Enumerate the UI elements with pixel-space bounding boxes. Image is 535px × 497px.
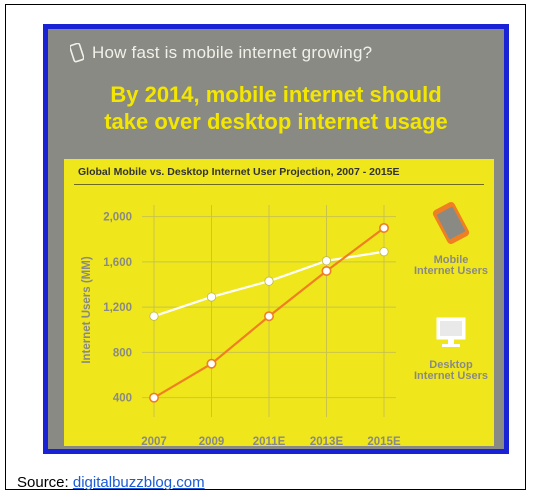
data-point-mobile [378,222,389,233]
x-tick-label: 2013E [310,436,344,446]
y-tick-label: 1,200 [103,302,132,314]
phone-outline-icon [70,43,84,63]
slide-frame: How fast is mobile internet growing? By … [5,4,526,491]
headline-line-2: take over desktop internet usage [104,109,448,134]
title-divider [74,184,484,185]
legend-desktop: Desktop Internet Users [414,316,488,382]
y-tick-label: 2,000 [103,212,132,224]
source-label: Source: [17,474,73,491]
source-link[interactable]: digitalbuzzblog.com [72,474,205,491]
x-tick-label: 2015E [367,436,401,446]
data-point-mobile [321,265,332,276]
legend-mobile: Mobile Internet Users [414,201,488,277]
y-axis-label: Internet Users (MM) [81,256,93,364]
legend-desktop-label: Desktop Internet Users [414,359,488,382]
x-tick-label: 2007 [141,436,167,446]
data-point-mobile [149,392,160,403]
chart-panel: Global Mobile vs. Desktop Internet User … [64,159,494,446]
headline: By 2014, mobile internet should take ove… [48,81,504,135]
legend-mobile-label: Mobile Internet Users [414,254,488,277]
x-tick-label: 2009 [199,436,225,446]
source-line: Source: digitalbuzzblog.com [17,474,205,491]
data-point-mobile [206,358,217,369]
data-point-mobile [264,311,275,322]
smartphone-icon [432,202,470,244]
chart-title: Global Mobile vs. Desktop Internet User … [78,166,400,178]
desktop-monitor-icon [436,317,466,347]
data-point-desktop [379,247,389,257]
infographic: How fast is mobile internet growing? By … [43,24,509,454]
y-tick-label: 800 [113,347,132,359]
question-row: How fast is mobile internet growing? [70,39,372,67]
line-chart: 400 800 1,200 1,600 2,000 2007 2009 2011E 2013E 2… [81,205,401,446]
x-tick-label: 2011E [253,436,286,446]
data-point-desktop [149,311,159,321]
y-tick-label: 400 [113,393,132,405]
question-text: How fast is mobile internet growing? [92,43,373,62]
data-point-desktop [321,256,332,266]
y-tick-label: 1,600 [103,257,132,269]
headline-line-1: By 2014, mobile internet should [110,82,442,107]
data-point-desktop [264,276,274,286]
data-point-desktop [206,292,217,302]
